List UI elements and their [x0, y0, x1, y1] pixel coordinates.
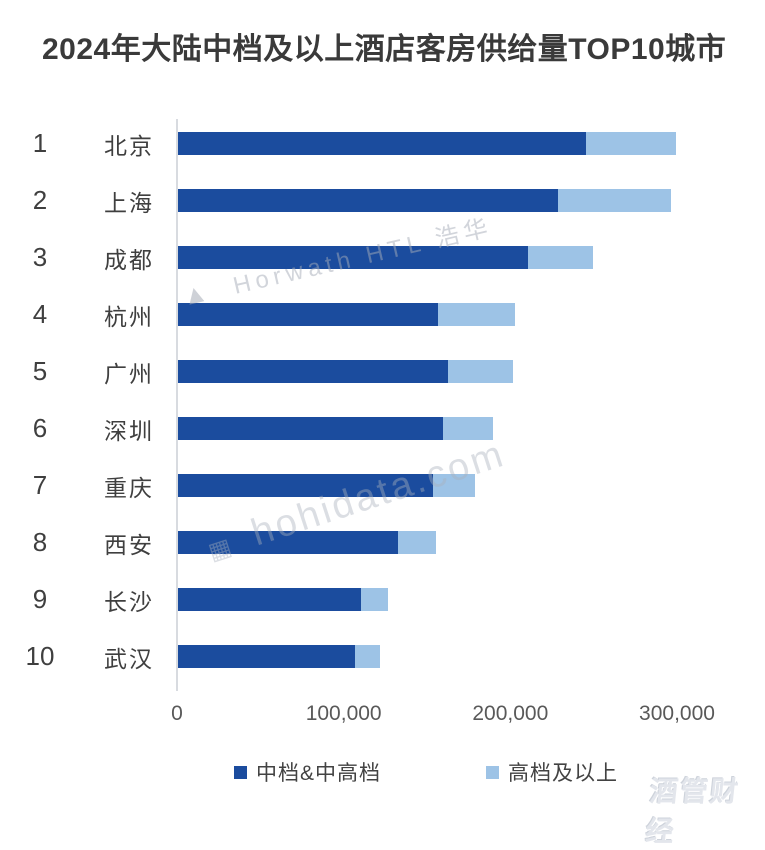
bar-segment-high — [586, 132, 677, 155]
bar-segment-high — [528, 246, 593, 269]
bar-segment-high — [433, 474, 475, 497]
city-label: 深圳 — [104, 417, 154, 444]
rank-label: 10 — [25, 641, 55, 671]
city-label: 成都 — [104, 246, 154, 273]
bar-segment-high — [443, 417, 493, 440]
legend-swatch-mid-icon — [234, 765, 247, 779]
bar-segment-mid — [178, 303, 438, 326]
city-label: 北京 — [104, 132, 154, 159]
rank-label: 5 — [32, 356, 48, 386]
chart-title: 2024年大陆中档及以上酒店客房供给量TOP10城市 — [42, 33, 727, 66]
legend: 中档&中高档 高档及以上 — [234, 757, 618, 787]
bar-track — [178, 246, 765, 269]
chart-row: 9 长沙 — [0, 571, 765, 628]
bar-segment-mid — [178, 246, 528, 269]
rank-label: 7 — [32, 470, 48, 500]
legend-swatch-high-icon — [486, 765, 500, 779]
chart-row: 5 广州 — [0, 343, 765, 400]
bar-segment-high — [558, 189, 672, 212]
bar-segment-high — [438, 303, 515, 326]
x-axis: 0 100,000 200,000 300,000 — [0, 702, 765, 730]
rank-label: 4 — [32, 299, 48, 329]
x-tick-label: 200,000 — [472, 702, 549, 725]
chart-row: 1 北京 — [0, 115, 765, 172]
bar-track — [178, 303, 765, 326]
city-label: 重庆 — [104, 474, 154, 501]
chart-row: 3 成都 — [0, 229, 765, 286]
legend-label-high: 高档及以上 — [508, 762, 619, 785]
x-tick-label: 300,000 — [639, 702, 715, 725]
bar-track — [178, 417, 765, 440]
legend-item-high: 高档及以上 — [486, 757, 618, 787]
bar-segment-high — [398, 531, 437, 554]
rank-label: 1 — [32, 128, 48, 158]
rank-label: 2 — [32, 185, 48, 215]
bar-segment-mid — [178, 132, 587, 155]
jiuguan-watermark: 酒管财经 — [644, 776, 742, 847]
chart-row: 8 西安 — [0, 514, 765, 571]
bar-segment-mid — [178, 531, 398, 554]
bar-track — [178, 474, 765, 497]
chart-row: 2 上海 — [0, 172, 765, 229]
bar-track — [178, 531, 765, 554]
rank-label: 9 — [32, 584, 48, 614]
bar-segment-mid — [178, 474, 433, 497]
chart-row: 6 深圳 — [0, 400, 765, 457]
bar-chart: 1 北京 2 上海 3 成都 4 杭州 5 广州 6 深圳 7 重庆 8 西安 9 长沙 10 武汉 — [0, 115, 765, 691]
bar-segment-high — [448, 360, 513, 383]
rank-label: 8 — [32, 527, 48, 557]
bar-segment-mid — [178, 360, 448, 383]
city-label: 武汉 — [104, 645, 154, 672]
x-tick-label: 100,000 — [305, 702, 382, 725]
bar-segment-mid — [178, 588, 362, 611]
city-label: 长沙 — [104, 588, 154, 615]
city-label: 西安 — [104, 531, 154, 558]
bar-segment-high — [361, 588, 388, 611]
chart-row: 10 武汉 — [0, 628, 765, 685]
bar-track — [178, 189, 765, 212]
bar-track — [178, 645, 765, 668]
legend-item-mid: 中档&中高档 — [234, 757, 381, 787]
chart-row: 4 杭州 — [0, 286, 765, 343]
bar-track — [178, 588, 765, 611]
bar-rows: 1 北京 2 上海 3 成都 4 杭州 5 广州 6 深圳 7 重庆 8 西安 9 长沙 10 武汉 — [0, 115, 765, 685]
bar-segment-high — [354, 645, 380, 668]
bar-track — [178, 360, 765, 383]
rank-label: 3 — [32, 242, 48, 272]
bar-segment-mid — [178, 645, 355, 668]
city-label: 广州 — [104, 360, 154, 387]
city-label: 上海 — [104, 189, 154, 216]
bar-segment-mid — [178, 417, 443, 440]
rank-label: 6 — [32, 413, 48, 443]
city-label: 杭州 — [104, 303, 154, 330]
legend-label-mid: 中档&中高档 — [256, 762, 382, 785]
bar-track — [178, 132, 765, 155]
bar-segment-mid — [178, 189, 558, 212]
chart-row: 7 重庆 — [0, 457, 765, 514]
x-tick-label: 0 — [171, 702, 183, 725]
chart-page: 2024年大陆中档及以上酒店客房供给量TOP10城市 1 北京 2 上海 3 成都 4 杭州 5… — [0, 33, 765, 847]
y-axis-line — [176, 119, 178, 691]
